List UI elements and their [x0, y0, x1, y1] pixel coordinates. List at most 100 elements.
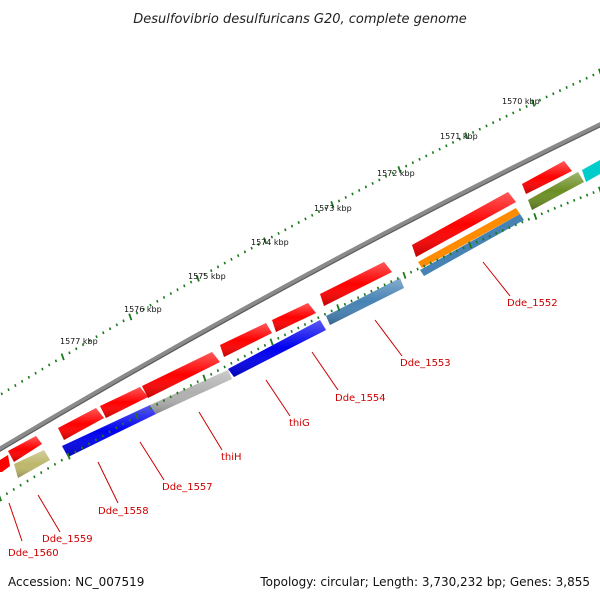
kbp-label-1573: 1573 kbp — [314, 204, 352, 213]
minor-tick — [498, 117, 502, 121]
minor-tick — [378, 178, 381, 182]
major-tick — [402, 271, 407, 279]
minor-tick — [95, 335, 98, 339]
minor-tick — [74, 450, 77, 454]
gene-label-dde-1557[interactable]: Dde_1557 — [162, 482, 213, 493]
minor-tick — [5, 492, 9, 496]
minor-tick — [236, 358, 240, 362]
minor-tick — [411, 161, 415, 165]
minor-tick — [149, 406, 152, 410]
minor-tick — [290, 224, 294, 228]
minor-tick — [101, 434, 104, 438]
minor-tick — [566, 201, 569, 205]
forward-strand-track — [0, 160, 600, 472]
minor-tick — [46, 466, 50, 470]
major-tick — [468, 241, 473, 249]
major-tick — [464, 132, 469, 140]
minor-tick — [478, 127, 481, 131]
minor-tick — [176, 391, 179, 395]
minor-tick — [560, 204, 563, 208]
minor-tick — [492, 121, 495, 125]
minor-tick — [518, 108, 522, 112]
gene-label-dde-1552[interactable]: Dde_1552 — [507, 298, 558, 309]
minor-tick — [243, 250, 247, 254]
kbp-label-1577: 1577 kbp — [60, 337, 98, 346]
minor-tick — [384, 174, 388, 178]
minor-tick — [26, 479, 29, 483]
feature-track — [14, 172, 584, 478]
minor-tick — [390, 280, 393, 284]
minor-tick — [297, 326, 300, 330]
minor-tick — [592, 73, 595, 77]
minor-tick — [462, 246, 465, 250]
minor-tick — [7, 388, 10, 392]
minor-tick — [33, 475, 36, 479]
kbp-label-1570: 1570 kbp — [502, 97, 540, 106]
gene-arrow[interactable] — [582, 160, 600, 182]
minor-tick — [418, 157, 421, 161]
minor-tick — [203, 272, 206, 276]
major-tick — [336, 304, 341, 312]
minor-tick — [482, 237, 485, 241]
minor-tick — [284, 228, 287, 232]
minor-tick — [572, 82, 575, 86]
gene-label-leaders — [8, 261, 511, 542]
minor-tick — [442, 255, 446, 259]
minor-tick — [183, 284, 186, 288]
minor-tick — [376, 286, 380, 290]
minor-tick — [455, 249, 459, 253]
minor-tick — [230, 361, 233, 365]
minor-tick — [371, 181, 374, 185]
minor-tick — [485, 124, 488, 128]
minor-tick — [416, 267, 419, 271]
minor-tick — [337, 199, 341, 203]
minor-tick — [108, 430, 111, 434]
minor-tick — [297, 221, 300, 224]
minor-tick — [323, 312, 327, 316]
minor-tick — [310, 319, 313, 323]
minor-tick — [370, 289, 373, 293]
minor-tick — [592, 191, 595, 195]
gene-label-dde-1559[interactable]: Dde_1559 — [42, 534, 93, 545]
minor-tick — [210, 372, 213, 376]
minor-tick — [277, 336, 280, 340]
minor-tick — [540, 212, 543, 216]
minor-tick — [431, 151, 435, 154]
gene-label-thig[interactable]: thiG — [289, 418, 310, 429]
feature-bar-steelblue[interactable] — [420, 214, 524, 276]
minor-tick — [243, 354, 246, 358]
minor-tick — [495, 231, 498, 235]
feature-bar-orange[interactable] — [418, 208, 520, 268]
gene-label-thih[interactable]: thiH — [221, 452, 242, 463]
minor-tick — [75, 347, 78, 351]
minor-tick — [183, 387, 186, 391]
kbp-labels: 1570 kbp 1571 kbp 1572 kbp 1573 kbp 1574… — [60, 97, 540, 346]
gene-label-dde-1560[interactable]: Dde_1560 — [8, 548, 59, 559]
minor-tick — [324, 206, 327, 210]
minor-tick — [81, 446, 84, 450]
gene-label-dde-1558[interactable]: Dde_1558 — [98, 506, 149, 517]
minor-tick — [423, 264, 426, 268]
minor-tick — [514, 223, 517, 227]
minor-tick — [552, 92, 555, 96]
gene-arrow[interactable] — [0, 455, 10, 472]
major-tick — [598, 68, 600, 75]
minor-tick — [48, 363, 51, 367]
minor-tick — [283, 333, 287, 337]
major-tick — [263, 237, 268, 245]
minor-tick — [350, 299, 353, 303]
minor-tick — [189, 280, 193, 284]
gene-label-dde-1554[interactable]: Dde_1554 — [335, 393, 386, 404]
minor-tick — [438, 147, 441, 151]
minor-tick — [449, 252, 452, 256]
minor-tick — [579, 196, 582, 200]
genome-backbone — [0, 122, 600, 452]
minor-tick — [94, 438, 98, 442]
minor-tick — [0, 392, 3, 396]
minor-tick — [27, 375, 31, 379]
minor-tick — [270, 235, 274, 239]
kbp-label-1575: 1575 kbp — [188, 272, 226, 281]
gene-label-dde-1553[interactable]: Dde_1553 — [400, 358, 451, 369]
minor-tick — [20, 379, 24, 383]
minor-tick — [87, 442, 91, 446]
